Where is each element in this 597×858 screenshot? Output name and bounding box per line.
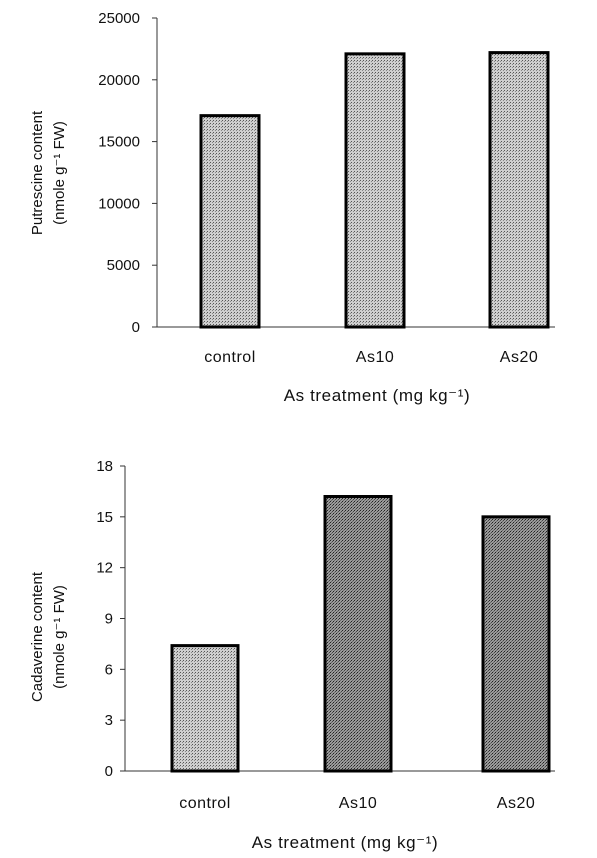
y-ticks: 0 5000 10000 15000 20000 25000	[98, 10, 157, 336]
bar-as10	[323, 495, 393, 773]
bar-as20	[488, 51, 550, 329]
bar-as20	[481, 515, 551, 773]
bars	[199, 51, 550, 329]
y-axis-label-line1: Cadaverine content	[29, 571, 46, 702]
y-tick-label: 10000	[98, 195, 140, 212]
x-axis-label: As treatment (mg kg⁻¹)	[252, 833, 439, 852]
x-tick-label: As20	[497, 795, 535, 812]
bar-control	[170, 644, 240, 773]
y-tick-label: 18	[96, 458, 113, 475]
x-tick-label: As20	[500, 349, 538, 366]
x-tick-label: control	[179, 795, 231, 812]
y-axis-label-line1: Putrescine content	[29, 110, 46, 235]
bars	[170, 495, 551, 773]
y-axis-label-line2: (nmole g⁻¹ FW)	[51, 121, 68, 225]
x-axis-label: As treatment (mg kg⁻¹)	[284, 386, 471, 405]
bar-as10	[344, 52, 406, 329]
category-labels: control As10 As20	[179, 795, 535, 812]
putrescine-chart: Putrescine content (nmole g⁻¹ FW) 0 5000 1…	[29, 10, 555, 405]
category-labels: control As10 As20	[204, 349, 538, 366]
x-tick-label: As10	[339, 795, 377, 812]
bar-control	[199, 114, 261, 329]
x-tick-label: control	[204, 349, 256, 366]
y-tick-label: 0	[105, 763, 113, 780]
y-axis-label-line2: (nmole g⁻¹ FW)	[51, 585, 68, 689]
y-tick-label: 15000	[98, 134, 140, 151]
x-tick-label: As10	[356, 349, 394, 366]
y-tick-label: 15	[96, 509, 113, 526]
y-tick-label: 9	[105, 611, 113, 628]
y-tick-label: 20000	[98, 72, 140, 89]
y-tick-label: 12	[96, 560, 113, 577]
y-tick-label: 5000	[107, 257, 140, 274]
y-ticks: 0 3 6 9 12 15 18	[96, 458, 125, 780]
y-tick-label: 6	[105, 661, 113, 678]
cadaverine-chart: Cadaverine content (nmole g⁻¹ FW) 0 3 6 9 12…	[29, 458, 555, 852]
y-tick-label: 3	[105, 712, 113, 729]
y-tick-label: 0	[132, 319, 140, 336]
y-tick-label: 25000	[98, 10, 140, 27]
